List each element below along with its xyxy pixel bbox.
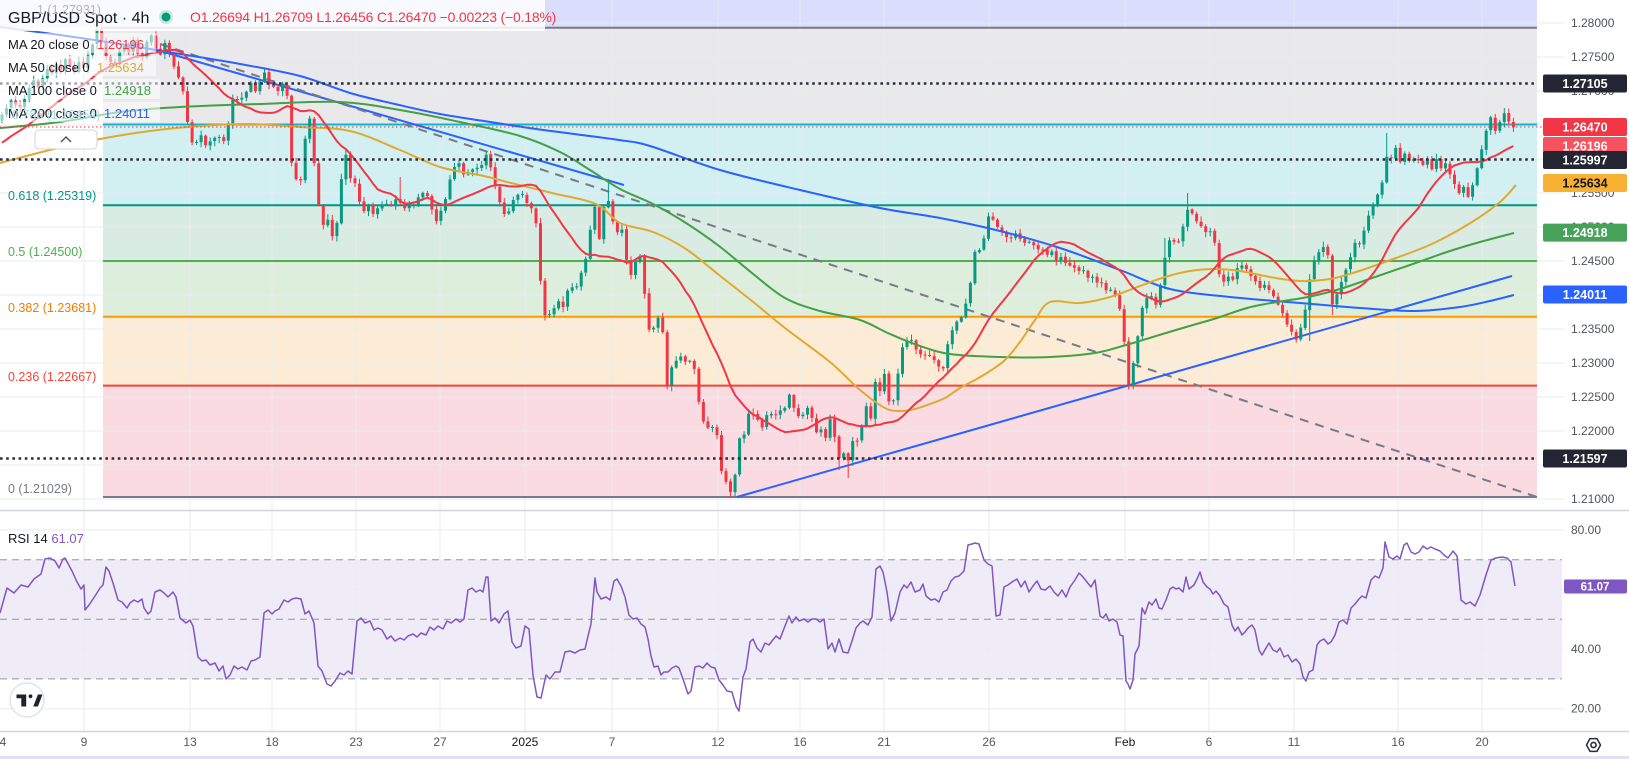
svg-text:1.21000: 1.21000 — [1571, 492, 1615, 506]
svg-text:20: 20 — [1475, 735, 1489, 749]
svg-text:MA 50 close 0: MA 50 close 0 — [8, 60, 90, 75]
svg-text:2025: 2025 — [512, 735, 539, 749]
svg-text:O1.26694 H1.26709 L1.26456 C1.: O1.26694 H1.26709 L1.26456 C1.26470 −0.0… — [190, 9, 556, 25]
svg-text:1 (1.27931): 1 (1.27931) — [37, 3, 101, 17]
svg-text:GBP/USD Spot · 4h: GBP/USD Spot · 4h — [8, 10, 149, 27]
svg-text:1.24918: 1.24918 — [1562, 226, 1607, 240]
svg-text:23: 23 — [349, 735, 363, 749]
svg-text:13: 13 — [183, 735, 197, 749]
svg-text:1.26196: 1.26196 — [97, 37, 144, 52]
svg-text:27: 27 — [433, 735, 447, 749]
svg-text:MA 200 close 0: MA 200 close 0 — [8, 106, 97, 121]
svg-text:1.24011: 1.24011 — [1563, 288, 1608, 302]
svg-text:1.24500: 1.24500 — [1571, 254, 1615, 268]
svg-text:16: 16 — [793, 735, 807, 749]
svg-text:1.26470: 1.26470 — [1562, 120, 1607, 134]
svg-text:40.00: 40.00 — [1571, 642, 1601, 656]
svg-text:0.618 (1.25319): 0.618 (1.25319) — [8, 189, 96, 203]
svg-text:0.5 (1.24500): 0.5 (1.24500) — [8, 245, 82, 259]
svg-text:RSI 14 61.07: RSI 14 61.07 — [8, 531, 84, 546]
svg-text:18: 18 — [265, 735, 279, 749]
svg-text:21: 21 — [877, 735, 891, 749]
svg-text:0.236 (1.22667): 0.236 (1.22667) — [8, 370, 96, 384]
svg-text:1.24918: 1.24918 — [104, 83, 151, 98]
svg-text:7: 7 — [609, 735, 616, 749]
svg-text:1.21597: 1.21597 — [1562, 452, 1607, 466]
svg-text:1.28000: 1.28000 — [1571, 16, 1615, 30]
svg-text:0.786 (1.26454): 0.786 (1.26454) — [12, 108, 100, 122]
svg-text:0 (1.21029): 0 (1.21029) — [8, 482, 72, 496]
svg-text:6: 6 — [1206, 735, 1213, 749]
svg-text:11: 11 — [1288, 735, 1301, 749]
svg-text:MA 100 close 0: MA 100 close 0 — [8, 83, 97, 98]
svg-text:4: 4 — [0, 735, 7, 749]
svg-text:1.22500: 1.22500 — [1571, 390, 1615, 404]
svg-text:20.00: 20.00 — [1571, 702, 1601, 716]
svg-text:16: 16 — [1391, 735, 1405, 749]
svg-text:0.382 (1.23681): 0.382 (1.23681) — [8, 301, 96, 315]
svg-text:1.23500: 1.23500 — [1571, 322, 1615, 336]
svg-text:61.07: 61.07 — [1581, 582, 1610, 594]
svg-text:1.27105: 1.27105 — [1562, 77, 1607, 91]
svg-text:1.26196: 1.26196 — [1562, 139, 1607, 153]
svg-text:1.25634: 1.25634 — [1562, 176, 1607, 190]
svg-text:1.25997: 1.25997 — [1562, 153, 1607, 167]
svg-text:9: 9 — [81, 735, 88, 749]
svg-text:Feb: Feb — [1115, 735, 1136, 749]
svg-text:1.22000: 1.22000 — [1571, 424, 1615, 438]
svg-text:1.23000: 1.23000 — [1571, 356, 1615, 370]
svg-text:80.00: 80.00 — [1571, 523, 1601, 537]
svg-text:MA 20 close 0: MA 20 close 0 — [8, 37, 90, 52]
svg-text:1.24011: 1.24011 — [104, 106, 150, 121]
svg-text:26: 26 — [982, 735, 996, 749]
svg-text:12: 12 — [711, 735, 725, 749]
svg-text:1.27500: 1.27500 — [1571, 50, 1615, 64]
svg-text:1.25634: 1.25634 — [97, 60, 144, 75]
